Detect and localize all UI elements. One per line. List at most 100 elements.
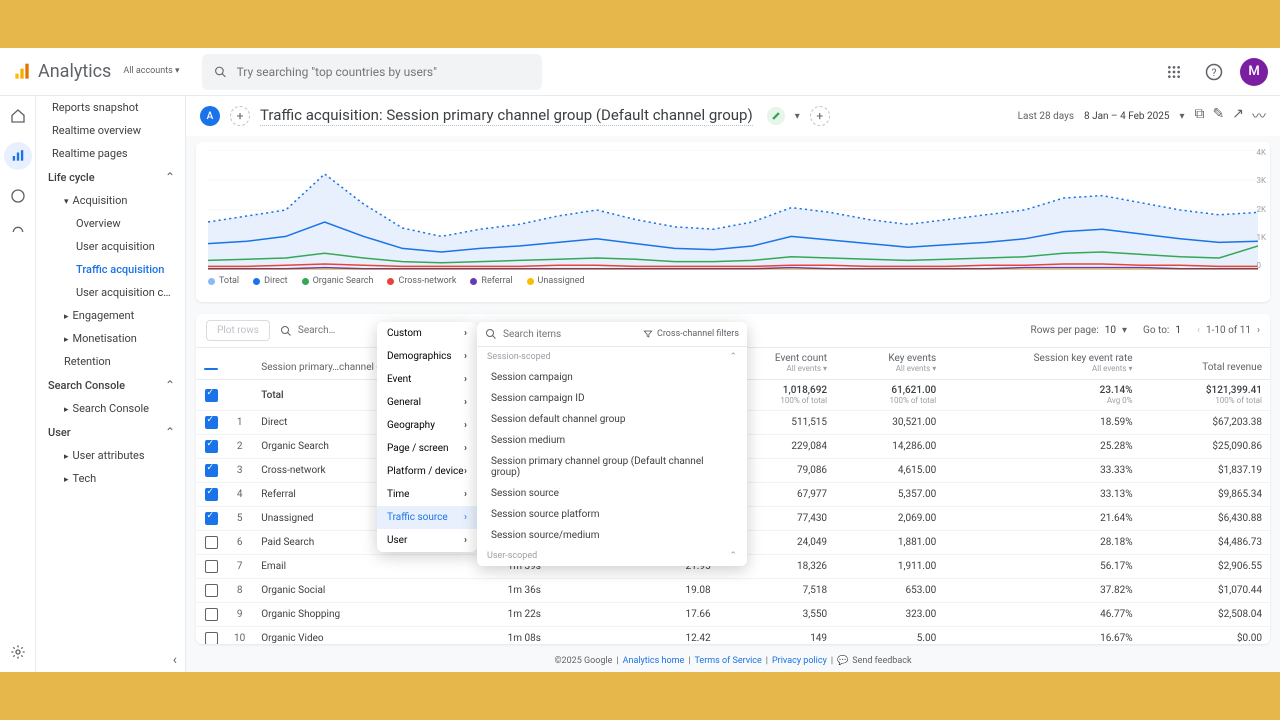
logo[interactable]: Analytics — [12, 61, 111, 82]
help-icon[interactable]: ? — [1200, 58, 1228, 86]
account-selector[interactable]: All accounts ▾ — [123, 67, 179, 77]
plot-rows-button[interactable]: Plot rows — [206, 320, 270, 341]
sidebar-item[interactable]: Realtime overview — [36, 119, 185, 142]
report-badge[interactable]: A — [200, 106, 220, 126]
sidebar-item[interactable]: User acquisition — [36, 235, 185, 258]
column-header[interactable]: Total revenue — [1141, 348, 1270, 380]
menu-item[interactable]: Geography› — [377, 414, 477, 437]
admin-icon[interactable] — [8, 642, 28, 662]
sidebar-item[interactable]: Traffic acquisition — [36, 258, 185, 281]
sidebar-item[interactable]: User acquisition cohorts — [36, 281, 185, 304]
dimension-option[interactable]: Session source/medium — [477, 525, 747, 546]
chevron-down-icon[interactable]: ▾ — [1180, 111, 1185, 122]
next-page-icon[interactable]: › — [1257, 325, 1260, 336]
chevron-down-icon[interactable]: ▾ — [1122, 325, 1127, 336]
row-checkbox[interactable] — [205, 632, 218, 644]
table-row[interactable]: 10Organic Video1m 08s12.421495.0016.67%$… — [196, 627, 1270, 645]
apps-icon[interactable] — [1160, 58, 1188, 86]
sidebar-item[interactable]: User⌃ — [36, 420, 185, 444]
menu-item[interactable]: General› — [377, 391, 477, 414]
dimension-option[interactable]: Session medium — [477, 430, 747, 451]
sidebar-item[interactable]: ▸Monetisation — [36, 327, 185, 350]
row-checkbox[interactable] — [205, 512, 218, 525]
row-checkbox[interactable] — [205, 488, 218, 501]
dimension-group[interactable]: Session-scoped⌃ — [477, 347, 747, 367]
home-icon[interactable] — [8, 106, 28, 126]
cross-channel-filter[interactable]: Cross-channel filters — [643, 329, 739, 339]
rows-per-page-value[interactable]: 10 — [1105, 325, 1116, 336]
dimension-option[interactable]: Session campaign — [477, 367, 747, 388]
prev-page-icon[interactable]: ‹ — [1197, 325, 1200, 336]
dimension-option[interactable]: Session campaign ID — [477, 388, 747, 409]
chevron-down-icon[interactable]: ▾ — [795, 111, 800, 122]
table-row[interactable]: 8Organic Social1m 36s19.087,518653.0037.… — [196, 579, 1270, 603]
menu-item[interactable]: Platform / device› — [377, 460, 477, 483]
menu-item[interactable]: Custom› — [377, 322, 477, 345]
menu-item[interactable]: Event› — [377, 368, 477, 391]
menu-item[interactable]: Page / screen› — [377, 437, 477, 460]
sidebar-item[interactable]: Retention — [36, 350, 185, 373]
menu-item[interactable]: Demographics› — [377, 345, 477, 368]
date-range[interactable]: 8 Jan – 4 Feb 2025 — [1084, 111, 1170, 122]
legend-item[interactable]: Unassigned — [527, 276, 585, 286]
sidebar-item[interactable]: ▾Acquisition — [36, 189, 185, 212]
sidebar-item[interactable]: Reports snapshot — [36, 96, 185, 119]
dimension-option[interactable]: Session primary channel group (Default c… — [477, 451, 747, 483]
menu-item[interactable]: Traffic source› — [377, 506, 477, 529]
share-icon[interactable]: ↗ — [1232, 106, 1244, 126]
customize-icon[interactable]: ✎ — [1213, 106, 1225, 126]
legend-item[interactable]: Referral — [470, 276, 512, 286]
dimension-option[interactable]: Session default channel group — [477, 409, 747, 430]
add-comparison-button[interactable]: + — [230, 106, 250, 126]
insights-icon[interactable]: 〰 — [1252, 106, 1266, 126]
menu-item[interactable]: User› — [377, 529, 477, 552]
compare-icon[interactable]: ⧉ — [1195, 106, 1205, 126]
menu-item[interactable]: Time› — [377, 483, 477, 506]
table-row[interactable]: 9Organic Shopping1m 22s17.663,550323.004… — [196, 603, 1270, 627]
avatar[interactable]: M — [1240, 58, 1268, 86]
row-checkbox[interactable] — [205, 536, 218, 549]
edit-icon[interactable] — [767, 107, 785, 125]
search-input[interactable] — [237, 65, 530, 79]
dimension-options-menu[interactable]: Cross-channel filters Session-scoped⌃ Se… — [477, 322, 747, 566]
column-header[interactable]: Session key event rateAll events ▾ — [944, 348, 1140, 380]
dimension-option[interactable]: Session source platform — [477, 504, 747, 525]
sidebar-item[interactable]: Search Console⌃ — [36, 373, 185, 397]
dimension-group[interactable]: User-scoped⌃ — [477, 546, 747, 566]
legend-item[interactable]: Direct — [253, 276, 288, 286]
advertising-icon[interactable] — [8, 222, 28, 242]
legend-item[interactable]: Organic Search — [302, 276, 374, 286]
page-title[interactable]: Traffic acquisition: Session primary cha… — [260, 106, 753, 126]
search-bar[interactable] — [202, 54, 542, 90]
dimension-option[interactable]: Session source — [477, 483, 747, 504]
row-checkbox[interactable] — [205, 584, 218, 597]
sidebar-item[interactable]: Realtime pages — [36, 142, 185, 165]
chevron-right-icon: › — [464, 351, 467, 362]
explore-icon[interactable] — [8, 186, 28, 206]
goto-value[interactable]: 1 — [1175, 325, 1181, 336]
footer-link[interactable]: Analytics home — [623, 656, 685, 666]
sidebar-item[interactable]: ▸Tech — [36, 467, 185, 490]
footer-link[interactable]: Privacy policy — [772, 656, 827, 666]
dimension-category-menu[interactable]: Custom›Demographics›Event›General›Geogra… — [377, 322, 477, 552]
row-checkbox[interactable] — [205, 560, 218, 573]
reports-icon[interactable] — [4, 142, 32, 170]
row-checkbox[interactable] — [205, 608, 218, 621]
add-filter-button[interactable]: + — [810, 106, 830, 126]
column-header[interactable]: Key eventsAll events ▾ — [835, 348, 944, 380]
send-feedback[interactable]: Send feedback — [852, 656, 911, 666]
collapse-sidebar-icon[interactable]: ‹ — [173, 652, 177, 668]
row-checkbox[interactable] — [205, 416, 218, 429]
dimension-search-input[interactable] — [503, 329, 637, 340]
footer-link[interactable]: Terms of Service — [694, 656, 761, 666]
sidebar-item[interactable]: ▸Engagement — [36, 304, 185, 327]
row-checkbox[interactable] — [205, 464, 218, 477]
sidebar-item[interactable]: Life cycle⌃ — [36, 165, 185, 189]
sidebar-item[interactable]: Overview — [36, 212, 185, 235]
legend-item[interactable]: Total — [208, 276, 239, 286]
sidebar-item[interactable]: ▸Search Console — [36, 397, 185, 420]
sidebar-item[interactable]: ▸User attributes — [36, 444, 185, 467]
row-checkbox[interactable] — [205, 389, 218, 402]
legend-item[interactable]: Cross-network — [387, 276, 456, 286]
row-checkbox[interactable] — [205, 440, 218, 453]
